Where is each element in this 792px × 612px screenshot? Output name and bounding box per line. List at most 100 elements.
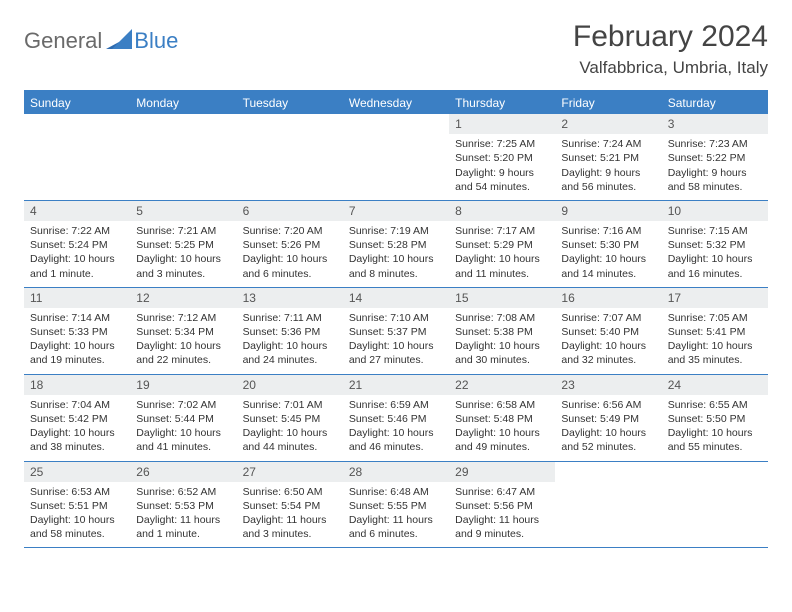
day-number: 23: [555, 375, 661, 395]
day-body: Sunrise: 6:48 AMSunset: 5:55 PMDaylight:…: [343, 482, 449, 548]
sunset-text: Sunset: 5:34 PM: [136, 325, 230, 339]
daylight-text: Daylight: 10 hours: [243, 252, 337, 266]
daylight-text: Daylight: 11 hours: [349, 513, 443, 527]
day-cell: 22Sunrise: 6:58 AMSunset: 5:48 PMDayligh…: [449, 375, 555, 461]
daylight-text: and 6 minutes.: [243, 267, 337, 281]
week-row: 4Sunrise: 7:22 AMSunset: 5:24 PMDaylight…: [24, 201, 768, 288]
title-block: February 2024 Valfabbrica, Umbria, Italy: [573, 20, 768, 78]
sunrise-text: Sunrise: 7:21 AM: [136, 224, 230, 238]
sunrise-text: Sunrise: 7:07 AM: [561, 311, 655, 325]
day-cell: 5Sunrise: 7:21 AMSunset: 5:25 PMDaylight…: [130, 201, 236, 287]
sunrise-text: Sunrise: 7:24 AM: [561, 137, 655, 151]
sunrise-text: Sunrise: 7:16 AM: [561, 224, 655, 238]
sunrise-text: Sunrise: 7:22 AM: [30, 224, 124, 238]
day-number: 20: [237, 375, 343, 395]
day-number: 6: [237, 201, 343, 221]
day-body: Sunrise: 7:17 AMSunset: 5:29 PMDaylight:…: [449, 221, 555, 287]
sunset-text: Sunset: 5:24 PM: [30, 238, 124, 252]
sunset-text: Sunset: 5:48 PM: [455, 412, 549, 426]
dow-saturday: Saturday: [662, 92, 768, 114]
day-body: Sunrise: 6:56 AMSunset: 5:49 PMDaylight:…: [555, 395, 661, 461]
daylight-text: Daylight: 10 hours: [561, 426, 655, 440]
daylight-text: and 22 minutes.: [136, 353, 230, 367]
day-body: Sunrise: 6:52 AMSunset: 5:53 PMDaylight:…: [130, 482, 236, 548]
day-cell: 7Sunrise: 7:19 AMSunset: 5:28 PMDaylight…: [343, 201, 449, 287]
daylight-text: Daylight: 11 hours: [136, 513, 230, 527]
sunset-text: Sunset: 5:55 PM: [349, 499, 443, 513]
sunset-text: Sunset: 5:41 PM: [668, 325, 762, 339]
daylight-text: Daylight: 10 hours: [668, 426, 762, 440]
day-cell: 24Sunrise: 6:55 AMSunset: 5:50 PMDayligh…: [662, 375, 768, 461]
daylight-text: Daylight: 10 hours: [668, 252, 762, 266]
dow-tuesday: Tuesday: [237, 92, 343, 114]
day-body: Sunrise: 6:59 AMSunset: 5:46 PMDaylight:…: [343, 395, 449, 461]
day-number: 18: [24, 375, 130, 395]
day-body: Sunrise: 7:07 AMSunset: 5:40 PMDaylight:…: [555, 308, 661, 374]
day-body: Sunrise: 7:15 AMSunset: 5:32 PMDaylight:…: [662, 221, 768, 287]
daylight-text: Daylight: 10 hours: [243, 426, 337, 440]
daylight-text: Daylight: 11 hours: [243, 513, 337, 527]
day-body: Sunrise: 7:10 AMSunset: 5:37 PMDaylight:…: [343, 308, 449, 374]
sunset-text: Sunset: 5:21 PM: [561, 151, 655, 165]
daylight-text: and 58 minutes.: [668, 180, 762, 194]
sunset-text: Sunset: 5:53 PM: [136, 499, 230, 513]
sunrise-text: Sunrise: 7:01 AM: [243, 398, 337, 412]
sunset-text: Sunset: 5:28 PM: [349, 238, 443, 252]
daylight-text: and 55 minutes.: [668, 440, 762, 454]
sunset-text: Sunset: 5:29 PM: [455, 238, 549, 252]
day-body: Sunrise: 6:53 AMSunset: 5:51 PMDaylight:…: [24, 482, 130, 548]
day-cell: 17Sunrise: 7:05 AMSunset: 5:41 PMDayligh…: [662, 288, 768, 374]
sunset-text: Sunset: 5:26 PM: [243, 238, 337, 252]
month-title: February 2024: [573, 20, 768, 54]
day-cell: 6Sunrise: 7:20 AMSunset: 5:26 PMDaylight…: [237, 201, 343, 287]
week-row: 11Sunrise: 7:14 AMSunset: 5:33 PMDayligh…: [24, 288, 768, 375]
day-cell: 12Sunrise: 7:12 AMSunset: 5:34 PMDayligh…: [130, 288, 236, 374]
week-row: 25Sunrise: 6:53 AMSunset: 5:51 PMDayligh…: [24, 462, 768, 549]
day-number: 27: [237, 462, 343, 482]
daylight-text: Daylight: 10 hours: [136, 339, 230, 353]
day-body: Sunrise: 7:16 AMSunset: 5:30 PMDaylight:…: [555, 221, 661, 287]
day-cell: 29Sunrise: 6:47 AMSunset: 5:56 PMDayligh…: [449, 462, 555, 548]
day-number: 13: [237, 288, 343, 308]
day-cell: 15Sunrise: 7:08 AMSunset: 5:38 PMDayligh…: [449, 288, 555, 374]
logo-text-part1: General: [24, 28, 102, 54]
day-number: 4: [24, 201, 130, 221]
day-of-week-row: Sunday Monday Tuesday Wednesday Thursday…: [24, 92, 768, 114]
day-number: 26: [130, 462, 236, 482]
daylight-text: Daylight: 10 hours: [136, 426, 230, 440]
daylight-text: Daylight: 10 hours: [668, 339, 762, 353]
daylight-text: and 32 minutes.: [561, 353, 655, 367]
daylight-text: Daylight: 10 hours: [243, 339, 337, 353]
daylight-text: Daylight: 9 hours: [455, 166, 549, 180]
empty-cell: [130, 114, 236, 200]
day-body: Sunrise: 7:22 AMSunset: 5:24 PMDaylight:…: [24, 221, 130, 287]
dow-friday: Friday: [555, 92, 661, 114]
day-body: Sunrise: 7:11 AMSunset: 5:36 PMDaylight:…: [237, 308, 343, 374]
day-body: Sunrise: 7:24 AMSunset: 5:21 PMDaylight:…: [555, 134, 661, 200]
daylight-text: and 3 minutes.: [136, 267, 230, 281]
daylight-text: and 24 minutes.: [243, 353, 337, 367]
sunrise-text: Sunrise: 6:56 AM: [561, 398, 655, 412]
day-cell: 10Sunrise: 7:15 AMSunset: 5:32 PMDayligh…: [662, 201, 768, 287]
day-cell: 11Sunrise: 7:14 AMSunset: 5:33 PMDayligh…: [24, 288, 130, 374]
day-body: Sunrise: 6:55 AMSunset: 5:50 PMDaylight:…: [662, 395, 768, 461]
day-cell: 20Sunrise: 7:01 AMSunset: 5:45 PMDayligh…: [237, 375, 343, 461]
day-number: 14: [343, 288, 449, 308]
header: General Blue February 2024 Valfabbrica, …: [24, 20, 768, 78]
sunrise-text: Sunrise: 7:17 AM: [455, 224, 549, 238]
daylight-text: Daylight: 10 hours: [30, 252, 124, 266]
daylight-text: and 27 minutes.: [349, 353, 443, 367]
daylight-text: and 14 minutes.: [561, 267, 655, 281]
sunrise-text: Sunrise: 7:02 AM: [136, 398, 230, 412]
day-body: Sunrise: 7:23 AMSunset: 5:22 PMDaylight:…: [662, 134, 768, 200]
sunrise-text: Sunrise: 6:55 AM: [668, 398, 762, 412]
day-number: 5: [130, 201, 236, 221]
day-number: 25: [24, 462, 130, 482]
sunrise-text: Sunrise: 7:10 AM: [349, 311, 443, 325]
sunrise-text: Sunrise: 7:23 AM: [668, 137, 762, 151]
sunrise-text: Sunrise: 7:14 AM: [30, 311, 124, 325]
sunset-text: Sunset: 5:30 PM: [561, 238, 655, 252]
daylight-text: and 9 minutes.: [455, 527, 549, 541]
daylight-text: Daylight: 10 hours: [561, 339, 655, 353]
daylight-text: and 49 minutes.: [455, 440, 549, 454]
